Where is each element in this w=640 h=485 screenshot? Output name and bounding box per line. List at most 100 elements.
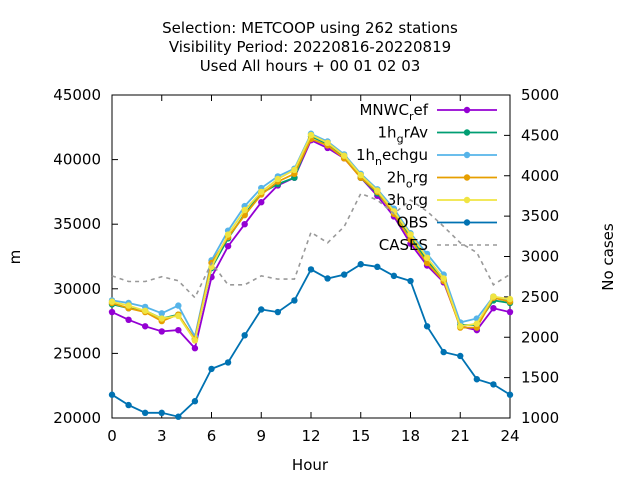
x-axis-label: Hour xyxy=(292,456,329,474)
x-tick-label: 6 xyxy=(207,427,217,445)
legend-item: OBS xyxy=(397,214,497,232)
y-tick-label: 45000 xyxy=(53,86,101,104)
data-point xyxy=(440,348,447,356)
data-point xyxy=(340,271,348,278)
data-point xyxy=(125,401,132,409)
legend-marker xyxy=(463,196,471,204)
data-point xyxy=(374,187,381,194)
data-point xyxy=(357,261,364,268)
legend-item: 1hgrAv xyxy=(378,124,497,146)
data-point xyxy=(490,304,497,312)
data-point xyxy=(175,312,182,320)
data-point xyxy=(141,409,149,417)
data-point xyxy=(440,275,447,282)
data-point xyxy=(175,302,182,309)
data-point xyxy=(473,320,481,327)
data-point xyxy=(158,409,165,417)
y-axis-label: m xyxy=(6,250,24,265)
data-point xyxy=(175,413,182,420)
x-tick-label: 21 xyxy=(451,427,470,445)
data-point xyxy=(258,199,265,206)
data-point xyxy=(407,277,414,285)
legend-label: 1hnechgu xyxy=(356,146,428,168)
data-point xyxy=(125,302,132,309)
data-point xyxy=(224,242,232,250)
data-point xyxy=(490,381,497,388)
legend-label: MNWCref xyxy=(359,101,428,123)
data-point xyxy=(175,326,182,334)
legend-item: 3horg xyxy=(387,191,497,213)
data-point xyxy=(357,171,364,179)
data-point xyxy=(241,221,248,228)
data-point xyxy=(506,295,514,303)
chart-title: Selection: METCOOP using 262 stations Vi… xyxy=(162,19,458,75)
series-obs xyxy=(108,261,514,420)
data-point xyxy=(224,359,232,366)
series-line xyxy=(111,192,511,300)
y2-tick-label: 4500 xyxy=(521,126,559,144)
x-tick-label: 15 xyxy=(351,427,370,445)
data-point xyxy=(241,206,248,214)
data-point xyxy=(324,139,331,147)
title-line-3: Used All hours + 00 01 02 03 xyxy=(200,57,421,75)
series-line xyxy=(111,263,511,418)
x-tick-label: 3 xyxy=(157,427,167,445)
legend-label: CASES xyxy=(379,236,428,254)
legend-marker xyxy=(463,174,471,181)
y-tick-label: 30000 xyxy=(53,280,101,298)
legend-label: 3horg xyxy=(387,191,428,213)
x-tick-label: 12 xyxy=(301,427,320,445)
y2-tick-label: 2500 xyxy=(521,288,559,306)
data-point xyxy=(191,337,199,344)
y-tick-label: 40000 xyxy=(53,151,101,169)
data-point xyxy=(407,231,414,238)
data-point xyxy=(258,306,265,313)
data-point xyxy=(158,328,165,335)
data-point xyxy=(191,398,199,405)
legend-marker xyxy=(463,219,471,226)
series-3h-org xyxy=(108,131,514,344)
data-point xyxy=(457,352,464,360)
series-line xyxy=(111,133,511,343)
title-line-1: Selection: METCOOP using 262 stations xyxy=(162,19,458,37)
x-tick-label: 24 xyxy=(500,427,519,445)
legend-item: 2horg xyxy=(387,169,497,191)
data-point xyxy=(224,231,232,238)
y2-axis-label: No cases xyxy=(599,223,617,291)
data-point xyxy=(208,263,215,271)
legend-marker xyxy=(463,129,471,136)
data-point xyxy=(208,365,215,373)
data-point xyxy=(291,297,298,304)
data-point xyxy=(125,316,132,324)
data-point xyxy=(506,391,514,398)
data-point xyxy=(258,188,265,196)
legend-marker xyxy=(463,106,471,114)
x-tick-label: 18 xyxy=(401,427,420,445)
series-line xyxy=(111,132,511,340)
y2-tick-label: 1500 xyxy=(521,369,559,387)
data-point xyxy=(241,332,248,339)
y-tick-label: 25000 xyxy=(53,344,101,362)
data-point xyxy=(141,307,149,314)
data-point xyxy=(141,323,149,330)
data-point xyxy=(108,308,116,316)
y2-tick-label: 2000 xyxy=(521,328,559,346)
legend-item: MNWCref xyxy=(359,101,497,123)
y-tick-label: 20000 xyxy=(53,409,101,427)
y-tick-label: 35000 xyxy=(53,215,101,233)
series-cases xyxy=(111,192,511,300)
data-point xyxy=(307,266,315,273)
legend-item: CASES xyxy=(379,236,497,254)
legend-label: 1hgrAv xyxy=(378,124,429,146)
data-point xyxy=(390,272,398,280)
y2-tick-label: 1000 xyxy=(521,409,559,427)
data-point xyxy=(340,152,348,159)
legend-label: 2horg xyxy=(387,169,428,191)
y2-tick-label: 3000 xyxy=(521,248,559,266)
data-point xyxy=(291,166,298,174)
data-point xyxy=(423,254,431,261)
data-point xyxy=(191,345,199,352)
series-2h-org xyxy=(108,135,514,343)
data-point xyxy=(158,310,165,317)
